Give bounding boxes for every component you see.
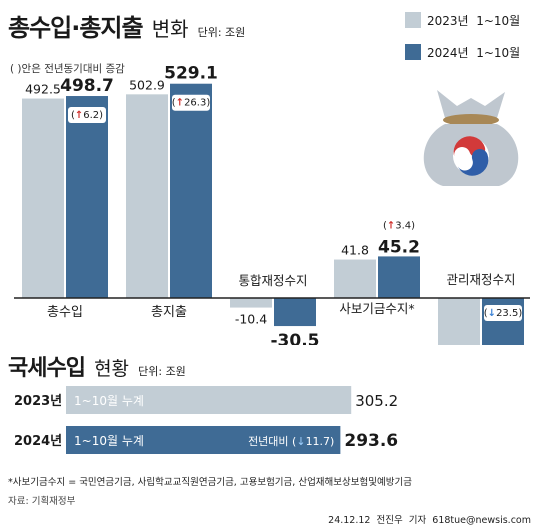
change-part-총지출-3: ): [206, 98, 210, 109]
legend-item-2023: 2023년 1~10월: [405, 10, 520, 30]
value-label-통합재정수지-2024: -30.5: [271, 331, 320, 345]
change-part-총수입-0: (: [71, 110, 75, 121]
chart-title-main: 총수입·총지출: [8, 14, 144, 42]
bar-사보기금수지-2023: [334, 259, 376, 298]
change-part-총지출-1: ↑: [176, 98, 184, 109]
change-text-관리재정수지: (↓23.5): [484, 308, 523, 319]
value-label-총지출-2024: 529.1: [164, 64, 218, 84]
year-label-2023년: 2023년: [14, 394, 62, 409]
change-part-총수입-1: ↑: [75, 110, 83, 121]
section2-title-sub: 현황: [94, 358, 130, 380]
legend-item-2024: 2024년 1~10월: [405, 42, 520, 62]
tax-bar-2023년: [66, 386, 352, 414]
unit-label: 단위: 조원: [197, 26, 246, 39]
money-bag-illustration: [423, 90, 519, 186]
taegeuk-blue-half: [457, 149, 489, 176]
legend-label-2024: 2024년 1~10월: [427, 45, 521, 60]
tax-revenue-chart: 2023년 1~10월 누계 305.2 2024년 1~10월 누계 293.6 전년대비…: [14, 386, 398, 454]
chart-title: 총수입·총지출 변화 단위: 조원: [8, 8, 245, 43]
value-label-사보기금수지-2023: 41.8: [341, 243, 369, 258]
bar-총지출-2023: [126, 94, 168, 298]
change-badge-bg-총수입: [68, 107, 106, 124]
footnote: *사보기금수지 = 국민연금기금, 사립학교교직원연금기금, 고용보험기금, 산…: [8, 477, 412, 488]
change-part-관리재정수지-3: ): [518, 308, 522, 319]
bar-총지출-2024: [170, 83, 212, 298]
change-badge-bg-총지출: [172, 94, 210, 111]
tax-bar-2024년: [66, 426, 341, 454]
category-label-총수입: 총수입: [47, 305, 83, 320]
category-label-bg-관리재정수지: [437, 271, 525, 288]
bar-통합재정수지-2024: [274, 298, 316, 327]
bag-tie: [443, 114, 499, 126]
source: 자료: 기획재정부: [8, 496, 76, 507]
change-text-사보기금수지: (↑3.4): [383, 220, 415, 231]
bar-사보기금수지-2024: [378, 256, 420, 298]
change-part-총지출-2: 26.3: [184, 98, 206, 109]
tax-bar-label-2024년: 1~10월 누계: [74, 434, 144, 448]
change-part-총수입-3: ): [99, 110, 103, 121]
value-label-사보기금수지-2024: 45.2: [378, 237, 420, 257]
tax-value-2023년: 305.2: [355, 392, 398, 410]
legend-label-2023: 2023년 1~10월: [427, 13, 521, 28]
value-label-총지출-2023: 502.9: [129, 77, 165, 92]
section2-unit-label: 단위: 조원: [138, 365, 186, 378]
value-label-통합재정수지-2023: -10.4: [235, 312, 267, 327]
change-part-사보기금수지-1: ↑: [387, 220, 395, 231]
change-badge-총수입: (↑6.2): [68, 107, 106, 124]
category-label-통합재정수지: 통합재정수지: [238, 273, 307, 288]
change-badge-관리재정수지: (↓23.5): [484, 305, 523, 321]
section2-title: 국세수입 현황 단위: 조원: [8, 350, 186, 382]
change-badge-총지출: (↑26.3): [172, 94, 211, 111]
year-label-2024년: 2024년: [14, 434, 62, 449]
change-note: ( )안은 전년동기대비 증감: [10, 63, 125, 75]
legend-swatch-2024: [405, 44, 421, 60]
section2-title-main: 국세수입: [8, 356, 86, 381]
change-part-관리재정수지-1: ↓: [488, 308, 496, 319]
tax-bar-label-2023년: 1~10월 누계: [74, 394, 144, 408]
change-part-사보기금수지-0: (: [383, 220, 387, 231]
bag-top-flap: [437, 90, 505, 118]
category-label-총지출: 총지출: [151, 305, 187, 320]
change-part-총지출-0: (: [172, 98, 176, 109]
tax-change-part-0: 전년대비 (: [248, 435, 296, 448]
category-label-bg-통합재정수지: [229, 272, 317, 289]
change-badge-bg-관리재정수지: [484, 305, 522, 321]
value-label-총수입-2023: 492.5: [25, 82, 61, 97]
change-part-관리재정수지-2: 23.5: [496, 308, 518, 319]
bar-통합재정수지-2023: [230, 298, 272, 308]
tax-change-part-2: 11.7): [306, 435, 335, 448]
change-part-총수입-2: 6.2: [83, 110, 99, 121]
category-label-관리재정수지: 관리재정수지: [446, 272, 515, 287]
bar-관리재정수지-2023: [438, 298, 480, 345]
category-label-사보기금수지: 사보기금수지*: [339, 301, 414, 316]
legend-swatch-2023: [405, 12, 421, 28]
change-text-총지출: (↑26.3): [172, 98, 211, 109]
tax-change-part-1: ↓: [296, 435, 305, 448]
bar-총수입-2024: [66, 96, 108, 299]
bar-총수입-2023: [22, 98, 64, 298]
tax-value-2024년: 293.6: [344, 431, 398, 451]
value-label-총수입-2024: 498.7: [60, 76, 114, 96]
change-text-총수입: (↑6.2): [71, 110, 103, 121]
tax-change-text: 전년대비 (↓11.7): [248, 435, 334, 448]
credit: 24.12.12 전진우 기자 618tue@newsis.com: [328, 515, 531, 526]
change-part-사보기금수지-3: ): [411, 220, 415, 231]
change-part-사보기금수지-2: 3.4: [395, 220, 411, 231]
chart-title-sub: 변화: [151, 17, 189, 41]
change-badge-사보기금수지: (↑3.4): [383, 220, 415, 231]
change-part-관리재정수지-0: (: [484, 308, 488, 319]
legend: 2023년 1~10월 2024년 1~10월: [405, 10, 520, 62]
